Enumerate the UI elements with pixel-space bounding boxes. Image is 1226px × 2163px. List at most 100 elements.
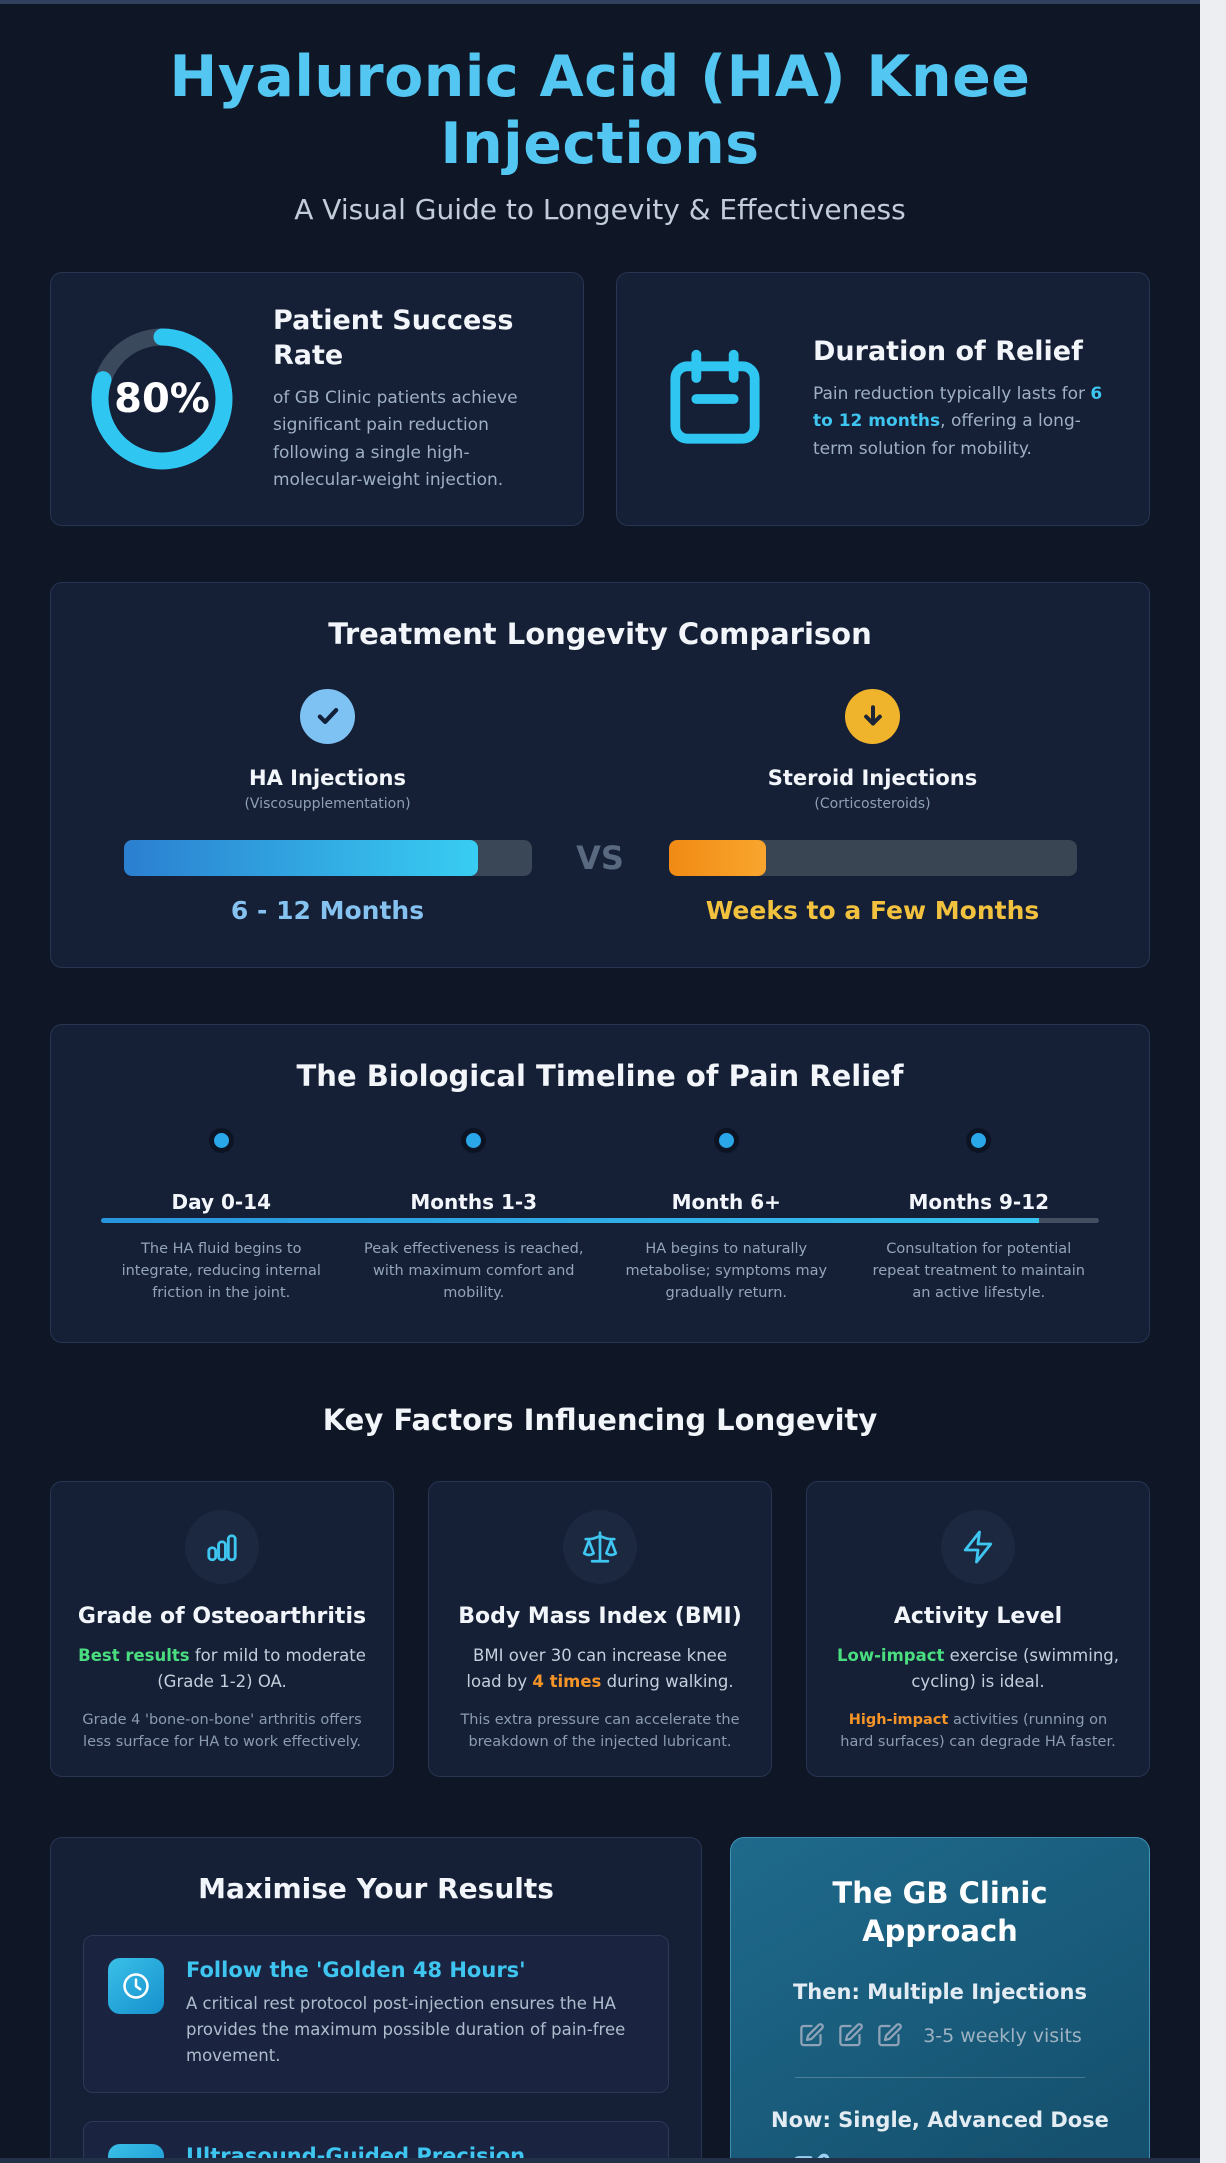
steroid-column: Steroid Injections (Corticosteroids) Wee… (640, 688, 1105, 925)
stage-label: Months 9-12 (908, 1189, 1050, 1214)
tip-golden-48-hours: Follow the 'Golden 48 Hours' A critical … (83, 1934, 669, 2093)
comparison-grid: HA Injections (Viscosupplementation) 6 -… (95, 688, 1105, 925)
syringe-edit-icon (800, 2023, 825, 2047)
gb-then-row: 3-5 weekly visits (759, 2022, 1121, 2049)
calendar-icon-wrap (649, 343, 781, 455)
comparison-title: Treatment Longevity Comparison (328, 616, 872, 651)
factor-note: Grade 4 'bone-on-bone' arthritis offers … (82, 1711, 362, 1751)
factor-title: Activity Level (893, 1603, 1063, 1629)
tip-ultrasound-precision: Ultrasound-Guided Precision Using diagno… (83, 2120, 669, 2163)
ha-column: HA Injections (Viscosupplementation) 6 -… (95, 688, 560, 925)
timeline-stage: Month 6+ HA begins to naturally metaboli… (600, 1132, 853, 1304)
magnifier-icon (120, 2156, 152, 2163)
duration-title: Duration of Relief (813, 335, 1083, 367)
gb-title: The GB Clinic Approach (832, 1875, 1048, 1948)
timeline-stage: Day 0-14 The HA fluid begins to integrat… (95, 1132, 348, 1304)
stage-desc: The HA fluid begins to integrate, reduci… (121, 1240, 321, 1301)
gb-then-label: Then: Multiple Injections (792, 1980, 1087, 2005)
stage-label: Day 0-14 (171, 1189, 272, 1214)
factor-note: This extra pressure can accelerate the b… (460, 1711, 740, 1751)
stage-label: Month 6+ (671, 1189, 781, 1214)
tip-title: Follow the 'Golden 48 Hours' (186, 1957, 526, 1982)
factor-card-bmi: Body Mass Index (BMI) BMI over 30 can in… (428, 1480, 772, 1777)
tip-icon-square (108, 1957, 164, 2014)
timeline-dot-icon (718, 1132, 734, 1148)
factor-lead: BMI over 30 can increase knee load by 4 … (466, 1645, 734, 1692)
stage-desc: Peak effectiveness is reached, with maxi… (364, 1240, 584, 1301)
timeline: Day 0-14 The HA fluid begins to integrat… (95, 1132, 1106, 1304)
calendar-icon (670, 349, 760, 444)
comparison-section: Treatment Longevity Comparison HA Inject… (50, 581, 1150, 968)
stage-desc: Consultation for potential repeat treatm… (872, 1240, 1085, 1301)
ha-name: HA Injections (249, 765, 406, 790)
scale-icon (582, 1531, 618, 1563)
tip-desc: A critical rest protocol post-injection … (186, 1993, 626, 2066)
steroid-bar-fill (668, 839, 767, 876)
factor-icon-circle (185, 1509, 259, 1584)
success-donut-chart: 80% (83, 320, 241, 478)
syringe-edit-icon (878, 2023, 903, 2047)
factor-card-activity: Activity Level Low-impact exercise (swim… (806, 1480, 1150, 1777)
factor-lead: Low-impact exercise (swimming, cycling) … (836, 1645, 1119, 1692)
steroid-duration-label: Weeks to a Few Months (705, 895, 1040, 925)
timeline-dot-icon (213, 1132, 229, 1148)
check-circle-icon (300, 688, 355, 744)
infographic-page: Hyaluronic Acid (HA) Knee Injections A V… (0, 0, 1200, 2163)
timeline-stage: Months 1-3 Peak effectiveness is reached… (348, 1132, 601, 1304)
zap-icon (963, 1530, 993, 1564)
tip-title: Ultrasound-Guided Precision (186, 2143, 526, 2163)
duration-text-block: Duration of Relief Pain reduction typica… (813, 334, 1117, 464)
factor-lead: Best results for mild to moderate (Grade… (78, 1645, 366, 1692)
ha-subname: (Viscosupplementation) (244, 795, 411, 812)
results-title: Maximise Your Results (198, 1871, 554, 1905)
gb-divider (795, 2077, 1085, 2079)
gb-now-label: Now: Single, Advanced Dose (771, 2108, 1109, 2133)
duration-desc: Pain reduction typically lasts for 6 to … (813, 383, 1103, 459)
ha-bar-fill (123, 839, 479, 876)
gb-then-note: 3-5 weekly visits (923, 2024, 1082, 2047)
ha-bar-track (123, 839, 532, 876)
success-title: Patient Success Rate (273, 304, 514, 371)
success-desc: of GB Clinic patients achieve significan… (273, 387, 518, 491)
factor-title: Grade of Osteoarthritis (77, 1603, 367, 1629)
factor-card-osteoarthritis: Grade of Osteoarthritis Best results for… (50, 1480, 394, 1777)
factors-row: Grade of Osteoarthritis Best results for… (50, 1480, 1150, 1777)
ha-duration-label: 6 - 12 Months (230, 895, 425, 925)
steroid-name: Steroid Injections (767, 765, 978, 790)
steroid-subname: (Corticosteroids) (814, 795, 931, 812)
timeline-stages: Day 0-14 The HA fluid begins to integrat… (95, 1132, 1106, 1304)
arrow-down-circle-icon (845, 688, 900, 744)
donut-gauge-icon (91, 328, 233, 470)
timeline-title: The Biological Timeline of Pain Relief (296, 1058, 904, 1093)
tip-text-block: Follow the 'Golden 48 Hours' A critical … (186, 1958, 644, 2070)
factor-title: Body Mass Index (BMI) (458, 1603, 742, 1629)
timeline-dot-icon (466, 1132, 482, 1148)
vs-label: VS (576, 838, 624, 877)
syringe-edit-icon (794, 2153, 829, 2158)
timeline-stage: Months 9-12 Consultation for potential r… (853, 1132, 1106, 1304)
page-title: Hyaluronic Acid (HA) Knee Injections (169, 44, 1031, 178)
timeline-axis-line (101, 1217, 1099, 1223)
gb-now-row: One convenient visit (759, 2152, 1121, 2158)
page-subtitle: A Visual Guide to Longevity & Effectiven… (294, 192, 906, 226)
success-donut-arc (91, 328, 233, 470)
success-text-block: Patient Success Rate of GB Clinic patien… (273, 303, 551, 495)
bottom-row: Maximise Your Results Follow the 'Golden… (50, 1836, 1150, 2163)
clock-icon (123, 1972, 149, 1999)
tip-icon-square (108, 2143, 164, 2163)
tip-text-block: Ultrasound-Guided Precision Using diagno… (186, 2143, 644, 2163)
timeline-section: The Biological Timeline of Pain Relief D… (50, 1023, 1150, 1343)
steroid-bar-track (668, 839, 1077, 876)
page-content: Hyaluronic Acid (HA) Knee Injections A V… (0, 4, 1200, 2163)
maximise-results-card: Maximise Your Results Follow the 'Golden… (50, 1836, 702, 2163)
multiple-injections-icons (798, 2022, 903, 2049)
gb-clinic-approach-card: The GB Clinic Approach Then: Multiple In… (730, 1836, 1150, 2158)
factor-note: High-impact activities (running on hard … (840, 1711, 1116, 1751)
syringe-edit-icon (839, 2023, 864, 2047)
factor-icon-circle (941, 1509, 1015, 1584)
timeline-dot-icon (971, 1132, 987, 1148)
factors-title: Key Factors Influencing Longevity (322, 1402, 878, 1437)
duration-relief-card: Duration of Relief Pain reduction typica… (616, 271, 1150, 526)
factor-icon-circle (563, 1509, 637, 1584)
success-percent-label: 80% (114, 375, 210, 422)
